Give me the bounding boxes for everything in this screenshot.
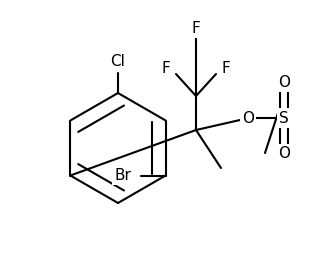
Text: S: S (279, 110, 289, 126)
Text: O: O (278, 146, 290, 161)
Text: F: F (162, 61, 170, 75)
Text: F: F (192, 21, 200, 36)
Text: O: O (242, 110, 254, 126)
Text: F: F (222, 61, 231, 75)
Text: Cl: Cl (111, 54, 126, 68)
Text: Br: Br (115, 168, 132, 183)
Text: O: O (278, 75, 290, 89)
